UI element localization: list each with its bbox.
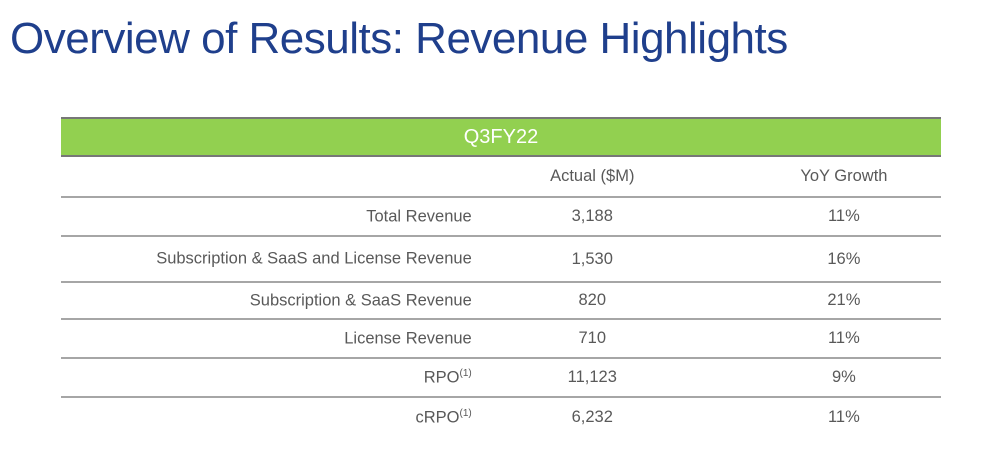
row-label-text: Total Revenue [366,207,472,226]
footnote-marker: (1) [459,407,472,419]
row-label-text: Subscription & SaaS Revenue [249,291,472,310]
actual-value: 11,123 [567,368,617,386]
yoy-growth-value: 11% [827,408,860,426]
column-header: YoY Growth [800,167,888,185]
yoy-growth-value: 21% [827,291,861,309]
row-label: cRPO(1) [61,408,472,428]
actual-value: 6,232 [571,408,613,426]
row-label: RPO(1) [61,368,472,388]
yoy-growth-value: 9% [831,368,856,386]
column-header-row: Actual ($M) YoY Growth [61,157,941,198]
footnote-marker: (1) [459,367,472,379]
actual-value: 3,188 [571,207,613,225]
page-title: Overview of Results: Revenue Highlights [10,14,788,63]
actual-value: 1,530 [571,249,613,268]
row-label-text: RPO [423,368,460,387]
column-header: Actual ($M) [550,167,635,185]
row-label-text: Subscription & SaaS and License Revenue [156,249,472,268]
revenue-table: Q3FY22 Actual ($M) YoY Growth Total Reve… [61,117,941,437]
table-row: RPO(1) 11,123 9% [61,359,941,398]
row-label: Subscription & SaaS and License Revenue [61,249,472,269]
row-label-text: License Revenue [344,329,472,348]
period-header: Q3FY22 [61,117,941,157]
row-label-text: cRPO [415,408,460,427]
row-label: License Revenue [61,329,472,349]
table-row: Subscription & SaaS and License Revenue … [61,237,941,283]
actual-value: 820 [578,291,607,309]
row-label: Subscription & SaaS Revenue [61,291,472,311]
yoy-growth-value: 11% [827,329,860,347]
yoy-growth-value: 16% [827,249,861,268]
table-row: Subscription & SaaS Revenue 820 21% [61,283,941,320]
table-row: Total Revenue 3,188 11% [61,198,941,237]
row-label: Total Revenue [61,207,472,227]
table-row: License Revenue 710 11% [61,320,941,359]
table-row: cRPO(1) 6,232 11% [61,398,941,437]
actual-value: 710 [578,329,607,347]
yoy-growth-value: 11% [827,207,860,225]
